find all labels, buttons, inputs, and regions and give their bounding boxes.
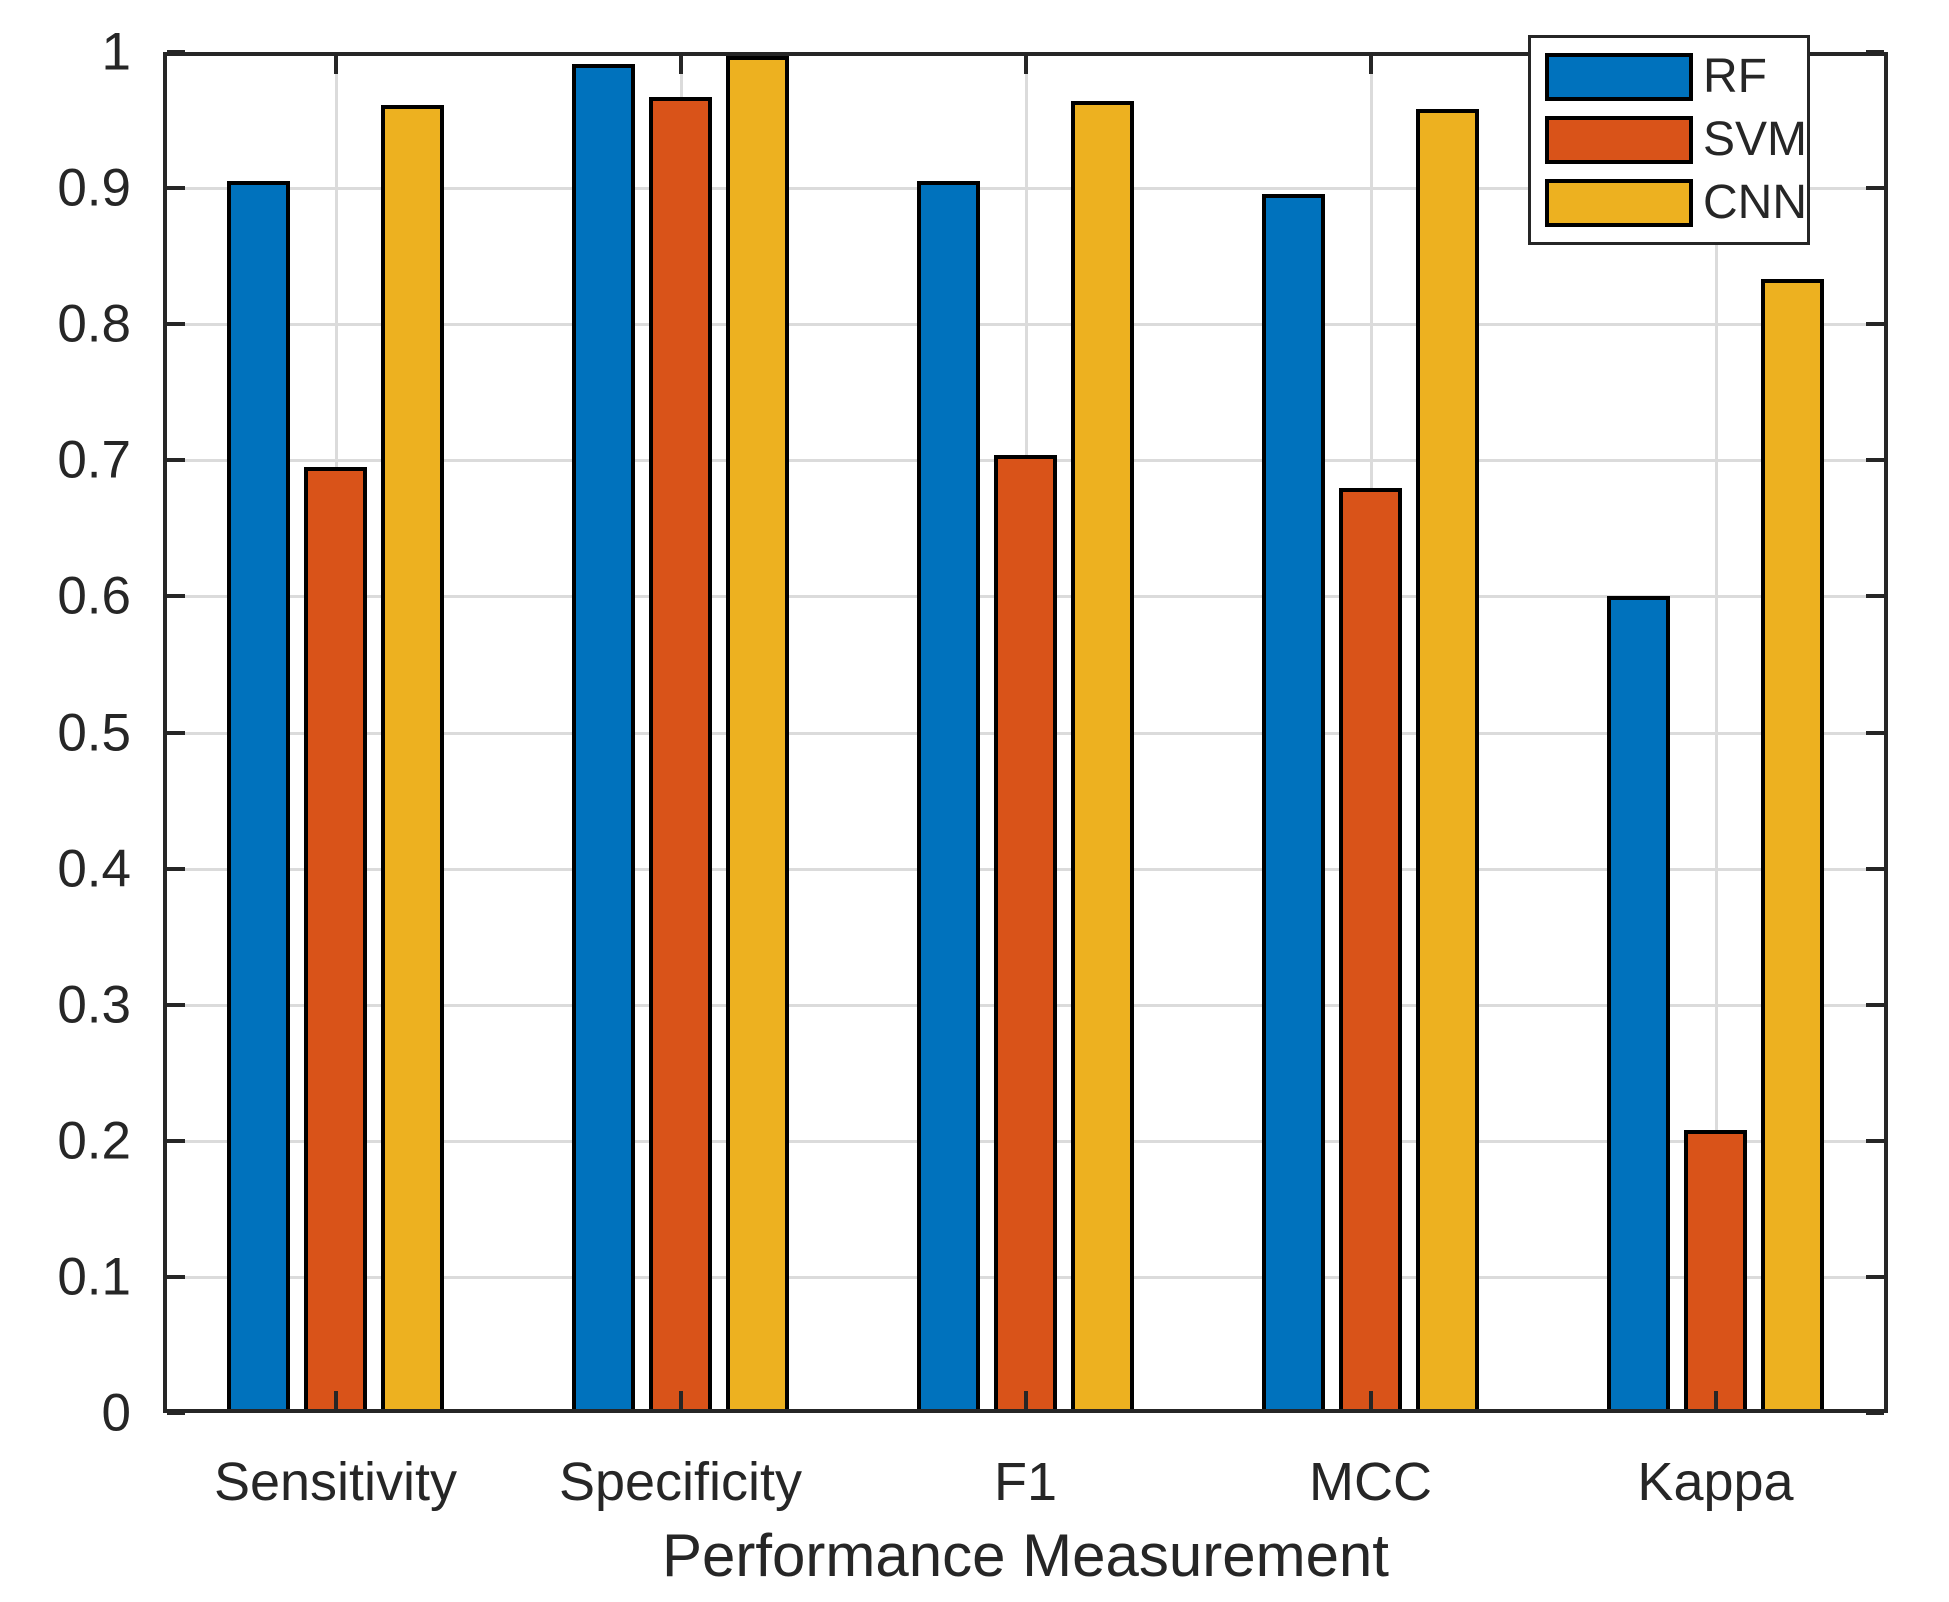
bar-SVM-Kappa [1684, 1130, 1747, 1413]
y-tick-label: 1 [101, 22, 131, 82]
x-tick-bottom [333, 1391, 338, 1409]
x-tick-bottom [678, 1391, 683, 1409]
y-tick-right [1866, 458, 1884, 463]
x-tick-top [1023, 56, 1028, 74]
legend-swatch-RF [1545, 53, 1693, 101]
category-label-Sensitivity: Sensitivity [213, 1452, 458, 1512]
y-tick-right [1866, 730, 1884, 735]
y-tick-left [167, 1411, 185, 1415]
category-label-Specificity: Specificity [558, 1452, 803, 1512]
bar-SVM-F1 [994, 455, 1057, 1413]
y-tick-right [1866, 1411, 1884, 1415]
y-tick-left [167, 1274, 185, 1279]
y-tick-label: 0.4 [57, 839, 131, 899]
y-tick-label: 0.8 [57, 294, 131, 354]
bar-RF-MCC [1262, 194, 1325, 1413]
y-tick-right [1866, 322, 1884, 327]
y-tick-right [1866, 1002, 1884, 1007]
y-tick-label: 0.6 [57, 566, 131, 626]
plot-axes-box [163, 52, 1888, 1413]
bar-CNN-Sensitivity [381, 105, 444, 1413]
y-tick-left [167, 730, 185, 735]
y-tick-left [167, 594, 185, 599]
x-axis-title: Performance Measurement [662, 1522, 1389, 1589]
y-tick-left [167, 1138, 185, 1143]
legend-row-RF: RF [1545, 53, 1807, 101]
y-tick-right [1866, 50, 1884, 54]
bar-RF-Sensitivity [227, 181, 290, 1413]
category-label-F1: F1 [993, 1452, 1058, 1512]
y-tick-left [167, 458, 185, 463]
bar-SVM-Sensitivity [304, 467, 367, 1413]
bar-RF-Specificity [572, 64, 635, 1413]
y-tick-label: 0.7 [57, 430, 131, 490]
y-tick-left [167, 866, 185, 871]
bar-CNN-Specificity [726, 56, 789, 1413]
category-label-MCC: MCC [1309, 1452, 1432, 1512]
bar-CNN-Kappa [1761, 279, 1824, 1413]
x-tick-bottom [1713, 1391, 1718, 1409]
y-tick-right [1866, 186, 1884, 191]
x-tick-top [678, 56, 683, 74]
y-tick-right [1866, 594, 1884, 599]
legend-swatch-CNN [1545, 179, 1693, 227]
bar-RF-Kappa [1607, 596, 1670, 1413]
x-tick-top [1368, 56, 1373, 74]
x-tick-top [333, 56, 338, 74]
y-tick-label: 0.3 [57, 975, 131, 1035]
y-tick-left [167, 186, 185, 191]
y-tick-left [167, 1002, 185, 1007]
legend-label-CNN: CNN [1703, 176, 1807, 229]
legend-label-RF: RF [1703, 50, 1767, 103]
legend-row-CNN: CNN [1545, 179, 1807, 227]
legend-row-SVM: SVM [1545, 116, 1807, 164]
y-tick-right [1866, 866, 1884, 871]
y-tick-label: 0.1 [57, 1247, 131, 1307]
y-tick-label: 0 [101, 1383, 131, 1443]
y-tick-right [1866, 1274, 1884, 1279]
y-tick-label: 0.9 [57, 158, 131, 218]
legend-label-SVM: SVM [1703, 113, 1808, 166]
bar-SVM-MCC [1339, 488, 1402, 1413]
x-tick-bottom [1368, 1391, 1373, 1409]
x-tick-bottom [1023, 1391, 1028, 1409]
bar-RF-F1 [917, 181, 980, 1413]
bar-SVM-Specificity [649, 97, 712, 1413]
bar-CNN-F1 [1071, 101, 1134, 1413]
y-tick-right [1866, 1138, 1884, 1143]
y-tick-label: 0.2 [57, 1111, 131, 1171]
y-tick-left [167, 322, 185, 327]
v-gridline [1714, 56, 1718, 1409]
legend-swatch-SVM [1545, 116, 1693, 164]
category-label-Kappa: Kappa [1637, 1452, 1794, 1512]
y-tick-label: 0.5 [57, 703, 131, 762]
legend: RF SVM CNN [1528, 35, 1810, 245]
y-tick-left [167, 50, 185, 54]
bar-CNN-MCC [1416, 109, 1479, 1413]
